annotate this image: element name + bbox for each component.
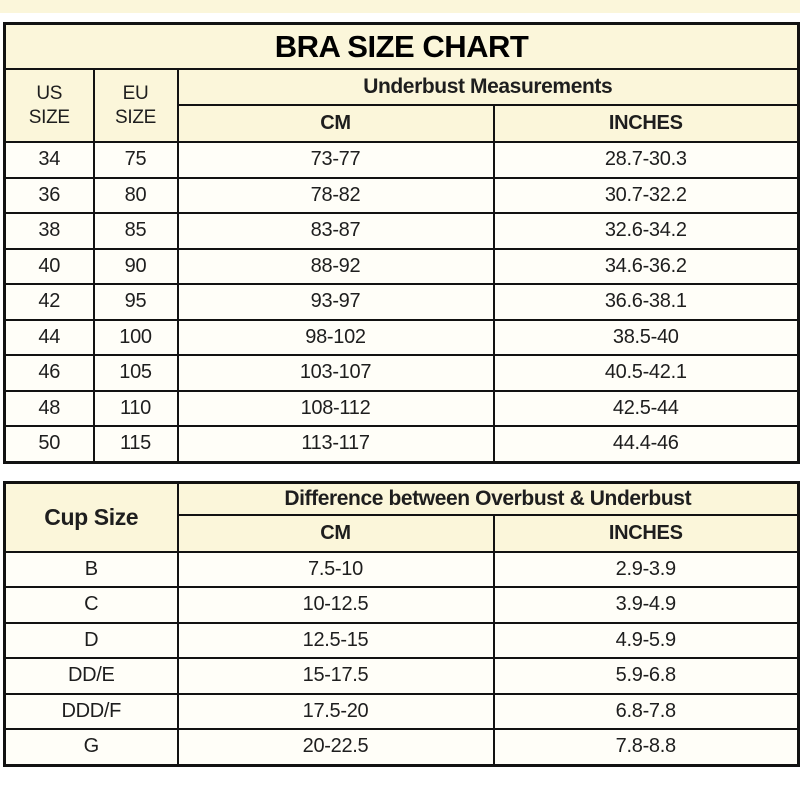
us-size-column-header: US SIZE [3, 68, 95, 143]
underbust-group-header: Underbust Measurements [176, 68, 800, 106]
inches-range-cell: 4.9-5.9 [492, 621, 800, 659]
us-size-cell: 34 [3, 141, 95, 179]
bra-size-table: BRA SIZE CHART US SIZE EU SIZE Underbust… [3, 22, 800, 464]
eu-size-cell: 85 [92, 212, 179, 250]
cm-range-cell: 15-17.5 [176, 657, 495, 695]
cm-range-cell: 17.5-20 [176, 692, 495, 730]
cm-range-cell: 108-112 [176, 389, 495, 427]
eu-size-column-header: EU SIZE [92, 68, 179, 143]
eu-size-cell: 105 [92, 354, 179, 392]
cup-size-cell: DDD/F [3, 692, 179, 730]
cup-size-cell: D [3, 621, 179, 659]
inches-range-cell: 40.5-42.1 [492, 354, 800, 392]
cm-range-cell: 12.5-15 [176, 621, 495, 659]
inches-range-cell: 36.6-38.1 [492, 283, 800, 321]
eu-size-cell: 90 [92, 247, 179, 285]
cup-size-table: Cup Size Difference between Overbust & U… [3, 480, 800, 767]
table-subheader-row: CM INCHES [5, 513, 800, 553]
table-subheader-row: CM INCHES [5, 104, 800, 143]
cm-range-cell: 103-107 [176, 354, 495, 392]
table-row: G 20-22.5 7.8-8.8 [3, 728, 800, 766]
inches-range-cell: 42.5-44 [492, 389, 800, 427]
cup-size-cell: B [3, 550, 179, 588]
cm-range-cell: 73-77 [176, 141, 495, 179]
inches-range-cell: 34.6-36.2 [492, 247, 800, 285]
cm-range-cell: 7.5-10 [176, 550, 495, 588]
inches-range-cell: 30.7-32.2 [492, 176, 800, 214]
cup-size-cell: DD/E [3, 657, 179, 695]
inches-range-cell: 32.6-34.2 [492, 212, 800, 250]
cm-range-cell: 98-102 [176, 318, 495, 356]
eu-size-cell: 95 [92, 283, 179, 321]
table-row: 34 75 73-77 28.7-30.3 [3, 141, 800, 179]
cup-size-cell: G [3, 728, 179, 766]
eu-size-cell: 115 [92, 425, 179, 463]
table-row: DDD/F 17.5-20 6.8-7.8 [3, 692, 800, 730]
table-row: 48 110 108-112 42.5-44 [3, 389, 800, 427]
cup-size-cell: C [3, 586, 179, 624]
cm-range-cell: 113-117 [176, 425, 495, 463]
table-row: B 7.5-10 2.9-3.9 [3, 550, 800, 588]
table-header-row: Cup Size Difference between Overbust & U… [3, 481, 800, 553]
table-row: D 12.5-15 4.9-5.9 [3, 621, 800, 659]
table-row: 40 90 88-92 34.6-36.2 [3, 247, 800, 285]
inches-range-cell: 2.9-3.9 [492, 550, 800, 588]
cm-column-header: CM [176, 104, 495, 143]
cm-range-cell: 88-92 [176, 247, 495, 285]
table-row: 44 100 98-102 38.5-40 [3, 318, 800, 356]
inches-range-cell: 7.8-8.8 [492, 728, 800, 766]
table-row: 42 95 93-97 36.6-38.1 [3, 283, 800, 321]
eu-size-cell: 75 [92, 141, 179, 179]
cup-size-column-header: Cup Size [3, 481, 179, 553]
cm-range-cell: 78-82 [176, 176, 495, 214]
table-row: 50 115 113-117 44.4-46 [3, 425, 800, 463]
us-size-cell: 36 [3, 176, 95, 214]
table-header-row: US SIZE EU SIZE Underbust Measurements [3, 68, 800, 143]
table-row: DD/E 15-17.5 5.9-6.8 [3, 657, 800, 695]
table-row: 38 85 83-87 32.6-34.2 [3, 212, 800, 250]
cm-range-cell: 20-22.5 [176, 728, 495, 766]
cm-column-header: CM [176, 513, 495, 553]
cm-range-cell: 93-97 [176, 283, 495, 321]
page-title: BRA SIZE CHART [3, 22, 800, 70]
inches-range-cell: 28.7-30.3 [492, 141, 800, 179]
cm-range-cell: 83-87 [176, 212, 495, 250]
inches-range-cell: 3.9-4.9 [492, 586, 800, 624]
eu-size-cell: 80 [92, 176, 179, 214]
us-size-cell: 46 [3, 354, 95, 392]
us-size-cell: 42 [3, 283, 95, 321]
cm-range-cell: 10-12.5 [176, 586, 495, 624]
inches-range-cell: 5.9-6.8 [492, 657, 800, 695]
eu-size-label: EU SIZE [114, 83, 157, 128]
us-size-label: US SIZE [28, 83, 70, 128]
eu-size-cell: 100 [92, 318, 179, 356]
us-size-cell: 48 [3, 389, 95, 427]
inches-range-cell: 44.4-46 [492, 425, 800, 463]
inches-range-cell: 6.8-7.8 [492, 692, 800, 730]
us-size-cell: 40 [3, 247, 95, 285]
table-row: 36 80 78-82 30.7-32.2 [3, 176, 800, 214]
table-row: C 10-12.5 3.9-4.9 [3, 586, 800, 624]
us-size-cell: 50 [3, 425, 95, 463]
table-title-row: BRA SIZE CHART [3, 22, 800, 70]
difference-group-header: Difference between Overbust & Underbust [176, 481, 800, 516]
us-size-cell: 38 [3, 212, 95, 250]
top-banner-strip [0, 0, 800, 13]
inches-range-cell: 38.5-40 [492, 318, 800, 356]
eu-size-cell: 110 [92, 389, 179, 427]
inches-column-header: INCHES [492, 513, 800, 553]
inches-column-header: INCHES [492, 104, 800, 143]
table-row: 46 105 103-107 40.5-42.1 [3, 354, 800, 392]
size-chart-container: BRA SIZE CHART US SIZE EU SIZE Underbust… [0, 13, 800, 767]
us-size-cell: 44 [3, 318, 95, 356]
